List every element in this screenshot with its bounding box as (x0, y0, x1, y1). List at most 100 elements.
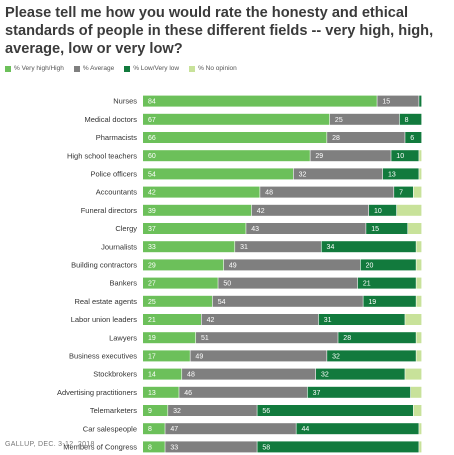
bar-segment-noopinion (396, 204, 422, 216)
value-label: 32 (173, 408, 181, 415)
bar-segment-low (338, 332, 416, 344)
value-label: 32 (321, 372, 329, 379)
category-label: Bankers (109, 279, 137, 288)
category-label: Business executives (69, 352, 137, 361)
value-label: 48 (187, 372, 195, 379)
bar-segment-low (399, 113, 422, 125)
value-label: 13 (148, 390, 156, 397)
value-label: 48 (265, 190, 273, 197)
category-label: Building contractors (71, 261, 137, 270)
bar-segment-high (143, 132, 327, 143)
category-label: High school teachers (67, 151, 137, 160)
value-label: 42 (148, 190, 156, 197)
legend-item-low: % Low/Very low (124, 65, 179, 72)
bar-segment-noopinion (405, 314, 422, 325)
bar-segment-high (143, 332, 196, 344)
bar-segment-low (363, 295, 416, 307)
value-label: 46 (184, 390, 192, 397)
category-label: Advertising practitioners (57, 388, 137, 397)
bar-segment-noopinion (419, 150, 422, 162)
value-label: 25 (335, 117, 343, 124)
bar-segment-high (143, 150, 310, 162)
bar-segment-average (212, 295, 363, 307)
value-label: 49 (195, 353, 203, 360)
legend-swatch-noopinion (189, 65, 196, 72)
value-label: 19 (368, 299, 376, 306)
category-label: Telemarketers (90, 406, 137, 415)
bar-segment-high (143, 113, 330, 125)
category-label: Police officers (90, 170, 137, 179)
bar-segment-high (143, 204, 252, 216)
bar-segment-average (293, 168, 383, 180)
bar-segment-low (296, 423, 419, 435)
value-label: 42 (207, 317, 215, 324)
bar-segment-high (143, 223, 246, 234)
value-label: 49 (229, 262, 237, 269)
bar-segment-high (143, 241, 235, 253)
bar-segment-noopinion (419, 423, 422, 435)
bar-segment-high (143, 186, 260, 198)
bar-segment-noopinion (410, 386, 422, 398)
legend-swatch-low (124, 65, 131, 72)
value-label: 25 (148, 299, 156, 306)
bar-segment-high (143, 295, 213, 307)
category-label: Accountants (96, 188, 138, 197)
value-label: 19 (148, 335, 156, 342)
value-label: 17 (148, 353, 156, 360)
bar-segment-noopinion (419, 168, 422, 180)
category-label: Lawyers (109, 333, 137, 342)
bar-segment-average (223, 259, 361, 271)
value-label: 15 (371, 226, 379, 233)
bar-segment-low (394, 186, 414, 198)
bar-segment-high (143, 350, 190, 362)
value-label: 34 (327, 244, 335, 251)
value-label: 20 (366, 262, 374, 269)
bar-segment-noopinion (416, 277, 422, 289)
value-label: 14 (148, 372, 156, 379)
bar-segment-high (143, 259, 224, 271)
value-label: 15 (382, 99, 390, 106)
bar-segment-average (218, 277, 358, 289)
value-label: 67 (148, 117, 156, 124)
value-label: 10 (374, 208, 382, 215)
value-label: 56 (262, 408, 270, 415)
value-label: 47 (170, 426, 178, 433)
bar-segment-average (377, 95, 419, 107)
bar-segment-low (405, 132, 422, 143)
value-label: 7 (399, 190, 403, 197)
bar-segment-high (143, 405, 168, 416)
value-label: 9 (148, 408, 152, 415)
legend-label-high: % Very high/High (14, 65, 64, 72)
bar-segment-low (368, 204, 397, 216)
value-label: 31 (324, 317, 332, 324)
value-label: 8 (148, 426, 152, 433)
bar-segment-average (165, 441, 257, 453)
bar-segment-average (246, 223, 366, 234)
value-label: 32 (299, 171, 307, 178)
category-label: Labor union leaders (71, 315, 138, 324)
bar-segment-low (318, 314, 405, 325)
value-label: 42 (257, 208, 265, 215)
value-label: 8 (405, 117, 409, 124)
bar-segment-noopinion (419, 441, 422, 453)
value-label: 60 (148, 153, 156, 160)
value-label: 54 (148, 171, 156, 178)
category-label: Real estate agents (74, 297, 137, 306)
legend-item-high: % Very high/High (5, 65, 64, 72)
category-label: Members of Congress (63, 443, 137, 452)
value-label: 54 (218, 299, 226, 306)
value-label: 13 (388, 171, 396, 178)
value-label: 31 (240, 244, 248, 251)
value-label: 32 (332, 353, 340, 360)
value-label: 29 (315, 153, 323, 160)
legend-swatch-average (73, 65, 80, 72)
bar-segment-low (360, 259, 416, 271)
chart-legend: % Very high/High % Average % Low/Very lo… (5, 65, 237, 72)
legend-item-average: % Average (73, 65, 114, 72)
category-label: Clergy (115, 224, 137, 233)
bar-segment-average (329, 113, 400, 125)
value-label: 84 (148, 99, 156, 106)
bar-segment-high (143, 423, 165, 435)
bar-segment-average (168, 405, 257, 416)
